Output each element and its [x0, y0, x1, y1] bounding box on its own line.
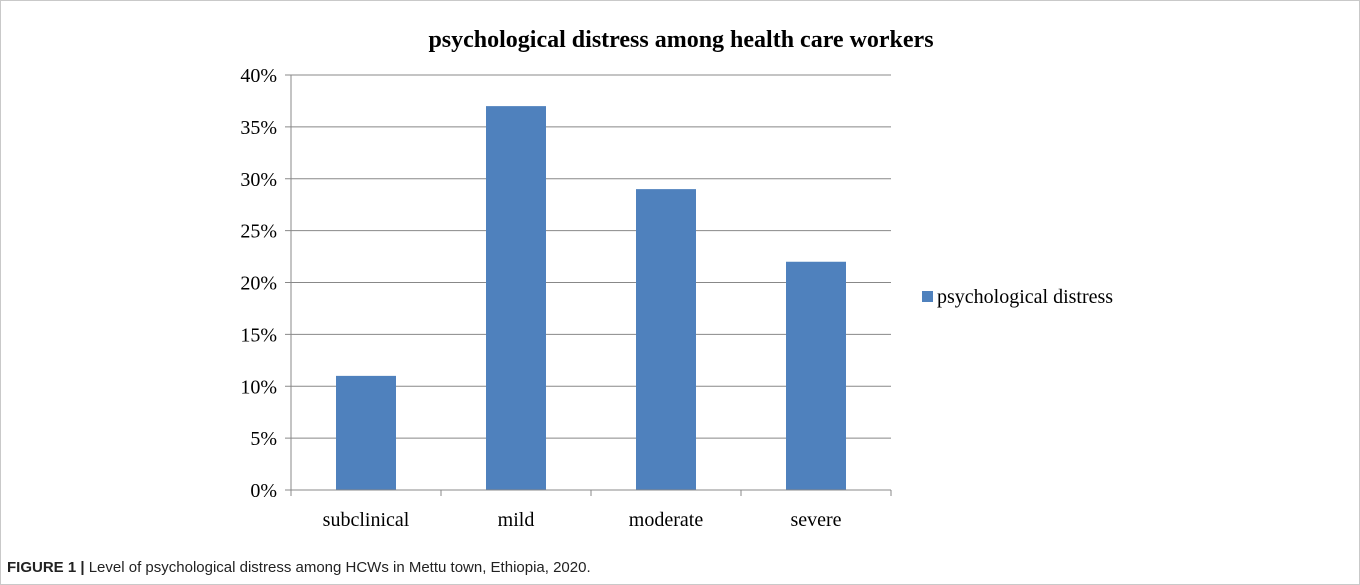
y-tick-label: 25%	[240, 221, 277, 243]
y-tick-label: 30%	[240, 169, 277, 191]
axes: 0% 5% 10% 15% 20% 25% 30% 35% 40% subclinical mild…	[240, 65, 892, 531]
y-tick-label: 20%	[240, 273, 277, 295]
caption-text: Level of psychological distress among HC…	[84, 559, 591, 576]
legend-swatch	[922, 291, 933, 302]
y-tick-label: 5%	[250, 428, 277, 450]
legend-label: psychological distress	[937, 286, 1113, 308]
caption-label: FIGURE 1 |	[7, 559, 85, 576]
bar-moderate	[636, 189, 696, 490]
y-tick-label: 0%	[250, 480, 277, 502]
x-tick-label: mild	[498, 509, 535, 531]
x-tick-label: subclinical	[323, 509, 410, 531]
y-tick-label: 35%	[240, 117, 277, 139]
bar-subclinical	[336, 375, 396, 490]
y-tick-label: 15%	[240, 324, 277, 346]
bar-mild	[486, 106, 546, 490]
chart-title: psychological distress among health care…	[428, 27, 933, 53]
bar-severe	[786, 261, 846, 490]
legend: psychological distress	[922, 286, 1113, 308]
y-tick-label: 40%	[240, 65, 277, 87]
figure-caption: FIGURE 1 | Level of psychological distre…	[7, 559, 591, 576]
bar-chart: psychological distress among health care…	[240, 27, 1113, 531]
y-tick-label: 10%	[240, 376, 277, 398]
bars	[336, 106, 846, 490]
x-tick-label: moderate	[629, 509, 704, 531]
x-tick-label: severe	[790, 509, 841, 531]
